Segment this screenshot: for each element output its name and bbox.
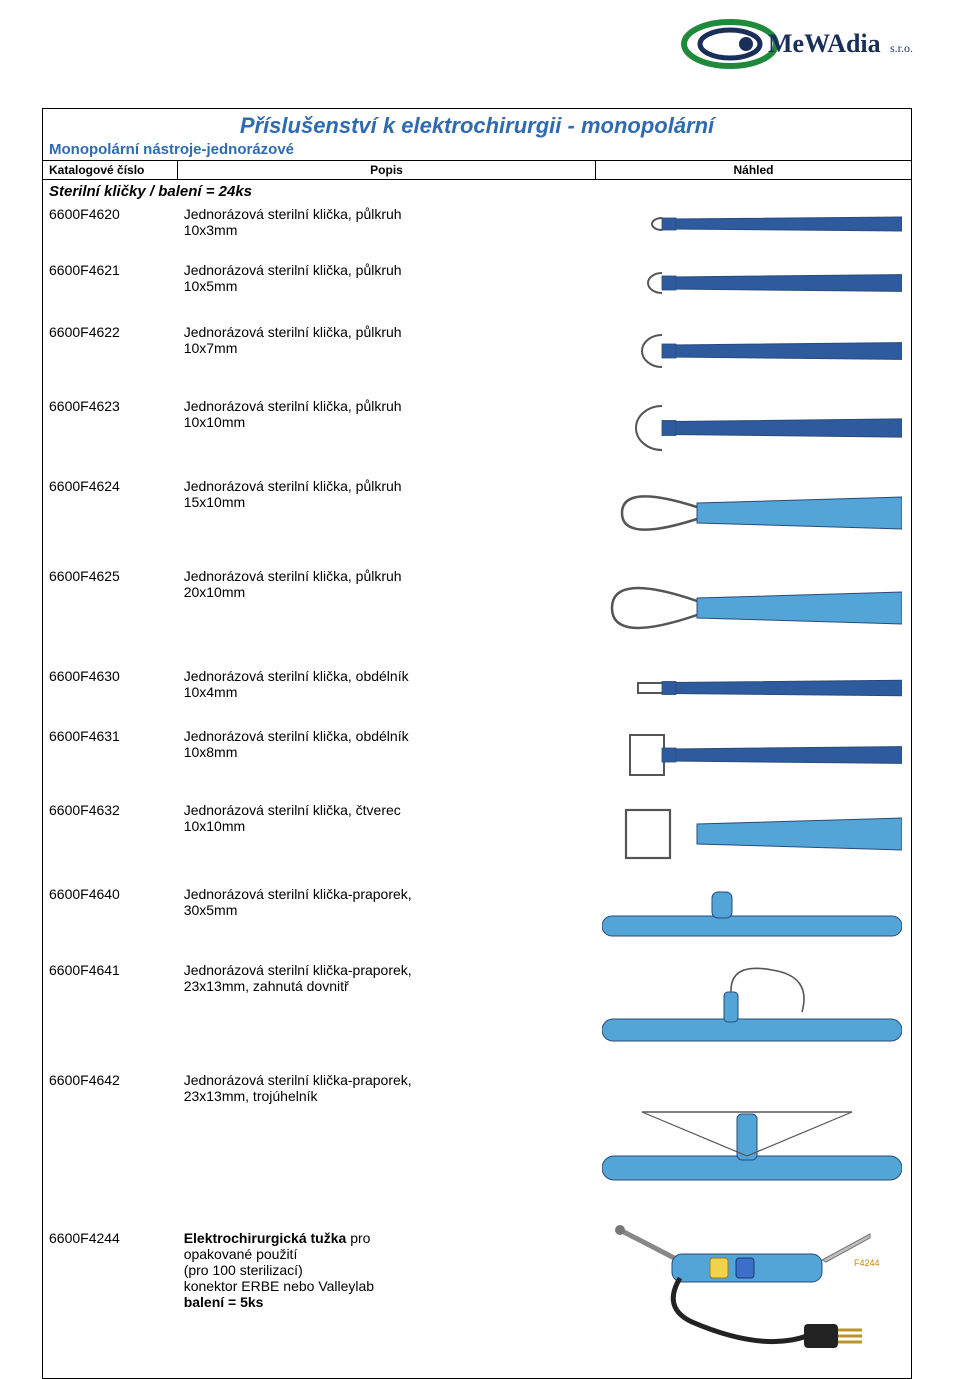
table-row: 6600F4640 Jednorázová sterilní klička-pr…	[43, 882, 911, 958]
catalog-code: 6600F4630	[43, 664, 178, 724]
table-row: 6600F4624 Jednorázová sterilní klička, p…	[43, 474, 911, 564]
catalog-code: 6600F4631	[43, 724, 178, 798]
catalog-code: 6600F4642	[43, 1068, 178, 1208]
item-description: Jednorázová sterilní klička, půlkruh10x1…	[178, 394, 596, 474]
company-logo: MeWAdia s.r.o.	[680, 14, 920, 74]
table-row: 6600F4631 Jednorázová sterilní klička, o…	[43, 724, 911, 798]
item-description: Jednorázová sterilní klička, půlkruh10x5…	[178, 258, 596, 320]
catalog-code: 6600F4620	[43, 202, 178, 258]
page-subtitle: Monopolární nástroje-jednorázové	[43, 141, 911, 160]
catalog-code: 6600F4621	[43, 258, 178, 320]
catalog-code: 6600F4623	[43, 394, 178, 474]
item-description: Jednorázová sterilní klička-praporek,30x…	[178, 882, 596, 958]
section-label: Sterilní kličky / balení = 24ks	[43, 180, 911, 202]
item-preview	[596, 1068, 911, 1208]
item-preview	[596, 394, 911, 474]
item-description: Jednorázová sterilní klička, čtverec10x1…	[178, 798, 596, 882]
item-preview	[596, 202, 911, 258]
item-preview	[596, 724, 911, 798]
table-row: 6600F4630 Jednorázová sterilní klička, o…	[43, 664, 911, 724]
table-row: 6600F4642 Jednorázová sterilní klička-pr…	[43, 1068, 911, 1208]
catalog-code: 6600F4244	[43, 1208, 178, 1378]
item-description: Jednorázová sterilní klička, obdélník10x…	[178, 724, 596, 798]
header-catalog-no: Katalogové číslo	[43, 161, 178, 179]
table-row: 6600F4621 Jednorázová sterilní klička, p…	[43, 258, 911, 320]
item-preview	[596, 564, 911, 664]
item-preview	[596, 798, 911, 882]
catalog-code: 6600F4632	[43, 798, 178, 882]
logo-text: MeWAdia	[768, 29, 881, 58]
catalog-code: 6600F4624	[43, 474, 178, 564]
catalog-code: 6600F4640	[43, 882, 178, 958]
catalog-code: 6600F4622	[43, 320, 178, 394]
item-preview	[596, 664, 911, 724]
table-row: 6600F4622 Jednorázová sterilní klička, p…	[43, 320, 911, 394]
item-description: Jednorázová sterilní klička-praporek,23x…	[178, 958, 596, 1068]
item-description: Elektrochirurgická tužka proopakované po…	[178, 1208, 596, 1378]
table-row: 6600F4641 Jednorázová sterilní klička-pr…	[43, 958, 911, 1068]
catalog-table: Příslušenství k elektrochirurgii - monop…	[42, 108, 912, 1379]
table-row: 6600F4625 Jednorázová sterilní klička, p…	[43, 564, 911, 664]
item-preview	[596, 474, 911, 564]
svg-text:F4244: F4244	[854, 1258, 880, 1268]
item-description: Jednorázová sterilní klička, půlkruh20x1…	[178, 564, 596, 664]
catalog-code: 6600F4625	[43, 564, 178, 664]
item-description: Jednorázová sterilní klička, obdélník10x…	[178, 664, 596, 724]
item-preview: F4244	[596, 1208, 911, 1378]
item-description: Jednorázová sterilní klička, půlkruh10x7…	[178, 320, 596, 394]
page-title: Příslušenství k elektrochirurgii - monop…	[43, 113, 911, 139]
table-row: 6600F4620 Jednorázová sterilní klička, p…	[43, 202, 911, 258]
header-preview: Náhled	[596, 161, 911, 179]
table-row: 6600F4632 Jednorázová sterilní klička, č…	[43, 798, 911, 882]
table-row: 6600F4623 Jednorázová sterilní klička, p…	[43, 394, 911, 474]
item-description: Jednorázová sterilní klička, půlkruh15x1…	[178, 474, 596, 564]
table-row: 6600F4244 Elektrochirurgická tužka proop…	[43, 1208, 911, 1378]
catalog-code: 6600F4641	[43, 958, 178, 1068]
item-preview	[596, 882, 911, 958]
item-preview	[596, 258, 911, 320]
header-description: Popis	[178, 161, 596, 179]
item-description: Jednorázová sterilní klička, půlkruh10x3…	[178, 202, 596, 258]
item-description: Jednorázová sterilní klička-praporek,23x…	[178, 1068, 596, 1208]
item-preview	[596, 320, 911, 394]
item-preview	[596, 958, 911, 1068]
logo-suffix: s.r.o.	[890, 41, 913, 55]
